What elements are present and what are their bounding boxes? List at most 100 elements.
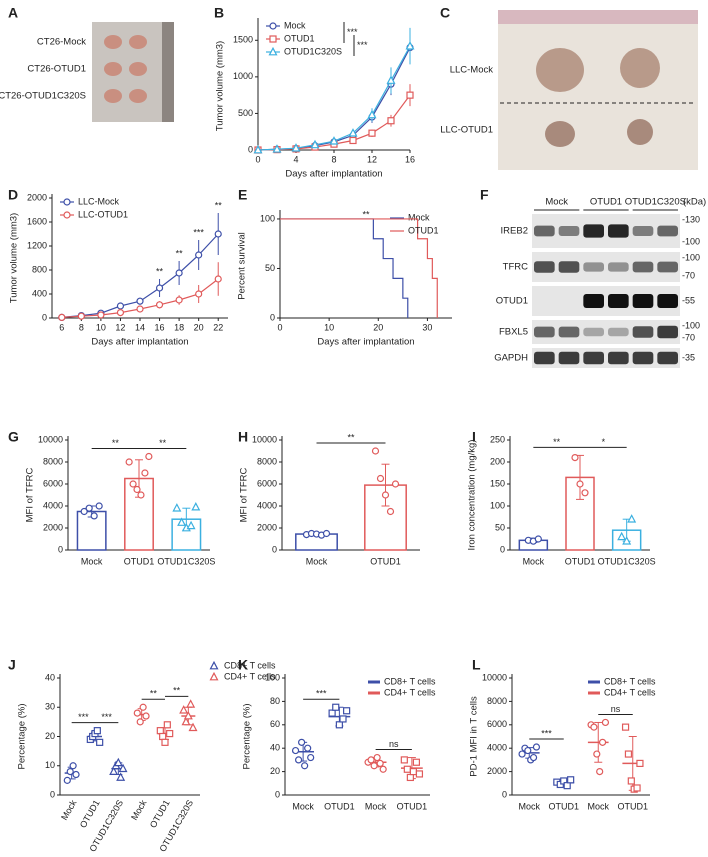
- band: [657, 294, 678, 308]
- band: [558, 226, 580, 236]
- significance: **: [553, 437, 561, 447]
- data-point: [381, 491, 390, 499]
- data-point: [177, 517, 187, 526]
- panel-letter: I: [472, 429, 476, 445]
- y-tick-label: 250: [490, 434, 505, 444]
- marker: [155, 301, 164, 309]
- photo-label: LLC-OTUD1: [440, 125, 493, 136]
- data-point: [518, 750, 526, 758]
- data-point: [93, 727, 101, 735]
- band: [558, 326, 580, 338]
- y-tick-label: 0: [270, 312, 275, 322]
- survival-line: [280, 218, 409, 318]
- x-tick-label: 6: [59, 322, 64, 332]
- marker: [175, 269, 183, 277]
- data-point: [415, 770, 424, 778]
- y-tick-label: 0: [502, 789, 507, 799]
- marker: [175, 296, 183, 304]
- data-point: [571, 454, 579, 462]
- data-point: [163, 721, 171, 729]
- kda-label: -55: [682, 295, 695, 305]
- legend-label: CD4+ T cells: [384, 687, 436, 697]
- y-axis-label: Iron concentration (mg/kg): [467, 440, 478, 551]
- x-tick-label: 22: [213, 322, 223, 332]
- significance: ns: [611, 704, 621, 714]
- band: [534, 225, 555, 237]
- data-point: [118, 763, 128, 773]
- series-line: [257, 47, 411, 151]
- legend-label: LLC-Mock: [78, 196, 120, 206]
- y-tick-label: 40: [270, 743, 280, 753]
- panel-letter: B: [214, 5, 224, 21]
- y-tick-label: 2000: [257, 522, 277, 532]
- tumor: [129, 35, 147, 49]
- marker: [368, 129, 376, 137]
- legend-marker: [268, 46, 278, 56]
- marker: [310, 139, 320, 149]
- kda-label: -70: [682, 270, 695, 280]
- data-point: [379, 765, 387, 773]
- significance: **: [176, 248, 184, 258]
- data-point: [188, 722, 198, 732]
- x-tick-label: OTUD1: [370, 556, 401, 566]
- band: [632, 326, 654, 338]
- survival-line: [280, 218, 438, 318]
- significance: **: [173, 686, 181, 696]
- x-tick-label: 8: [331, 154, 336, 164]
- kda-label: -130: [682, 214, 700, 224]
- data-point: [294, 756, 303, 764]
- y-tick-label: 10000: [252, 434, 277, 444]
- significance: *: [602, 437, 606, 447]
- band: [608, 294, 629, 308]
- significance: ***: [101, 712, 112, 722]
- y-tick-label: 100: [260, 213, 275, 223]
- y-tick-label: 10000: [38, 434, 63, 444]
- x-tick-label: OTUD1: [548, 801, 579, 811]
- y-tick-label: 500: [238, 108, 253, 118]
- data-point: [403, 765, 411, 773]
- legend-marker: [269, 22, 277, 30]
- y-tick-label: 400: [32, 288, 47, 298]
- data-point: [116, 772, 126, 781]
- x-tick-label: OTUD1C320S: [157, 556, 215, 566]
- marker: [349, 136, 357, 145]
- data-point: [139, 703, 147, 711]
- y-tick-label: 8000: [487, 696, 507, 706]
- y-tick-label: 8000: [257, 456, 277, 466]
- band: [608, 327, 629, 337]
- photo-label: LLC-Mock: [450, 65, 494, 76]
- y-tick-label: 8000: [43, 456, 63, 466]
- data-point: [145, 452, 153, 461]
- x-tick-label: OTUD1: [617, 801, 648, 811]
- photo-label: CT26-OTUD1C320S: [0, 91, 86, 102]
- y-tick-label: 1200: [27, 240, 47, 250]
- data-point: [627, 514, 637, 523]
- panel-letter: C: [440, 5, 450, 21]
- data-point: [63, 776, 71, 784]
- y-tick-label: 6000: [487, 719, 507, 729]
- data-point: [386, 507, 395, 516]
- marker: [214, 230, 222, 238]
- tumor: [129, 62, 147, 76]
- x-tick-label: Mock: [129, 798, 149, 822]
- marker: [58, 313, 66, 321]
- panel-letter: J: [8, 657, 16, 673]
- data-point: [90, 512, 98, 520]
- y-tick-label: 6000: [43, 478, 63, 488]
- band: [632, 351, 654, 365]
- data-point: [621, 723, 630, 731]
- legend-label: LLC-OTUD1: [78, 209, 128, 219]
- x-tick-label: OTUD1: [324, 801, 355, 811]
- data-point: [307, 753, 315, 762]
- data-point: [624, 750, 633, 758]
- x-tick-label: Mock: [306, 556, 328, 566]
- y-axis-label: MFI of TFRC: [25, 468, 36, 523]
- data-point: [332, 703, 340, 711]
- x-axis-label: Days after implantation: [285, 169, 382, 180]
- data-point: [72, 770, 80, 779]
- photo-label: CT26-OTUD1: [27, 64, 86, 75]
- data-point: [298, 738, 306, 746]
- data-point: [191, 502, 201, 511]
- data-point: [181, 716, 191, 726]
- y-tick-label: 10: [45, 760, 55, 770]
